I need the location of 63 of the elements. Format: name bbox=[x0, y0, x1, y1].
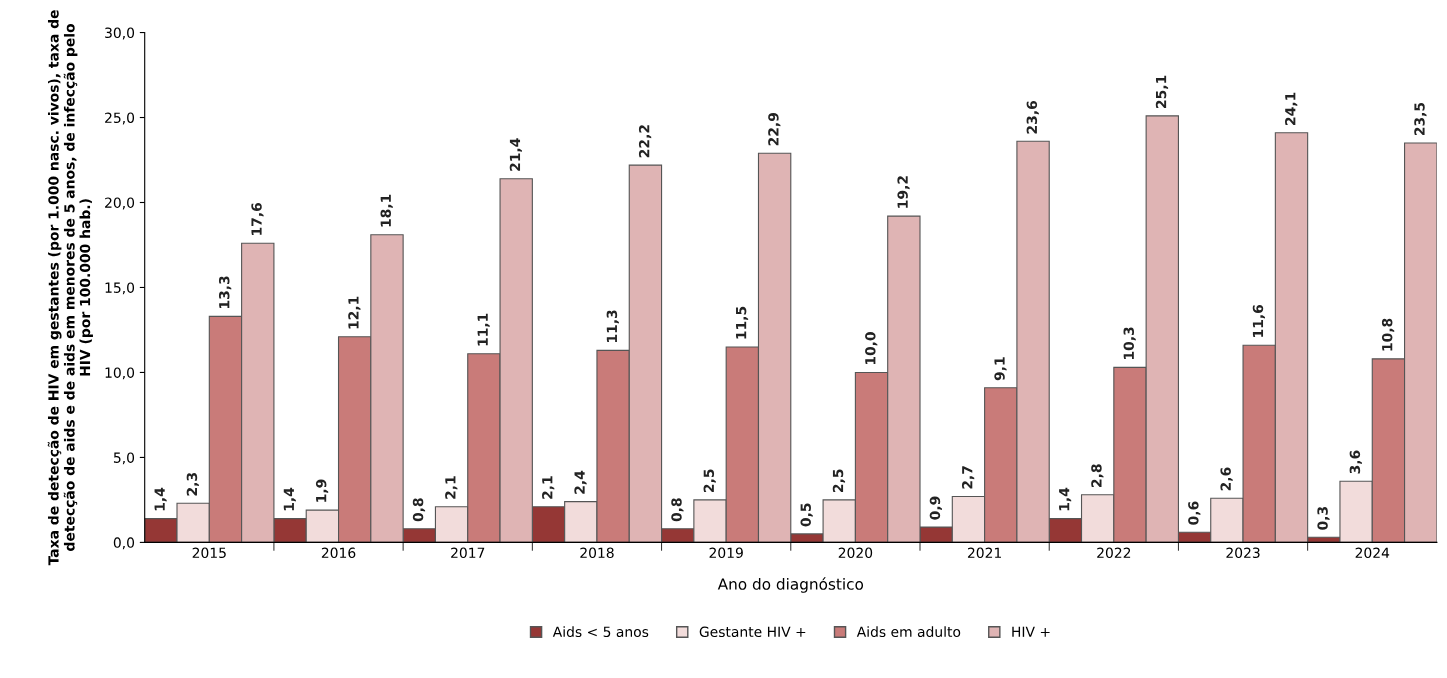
y-tick-label: 20,0 bbox=[105, 197, 135, 210]
x-tick-label: 2020 bbox=[838, 547, 873, 559]
x-tick-label: 2015 bbox=[192, 547, 226, 559]
data-label: 0,8 bbox=[671, 498, 684, 522]
data-label: 1,4 bbox=[283, 487, 296, 511]
y-tick-label: 30,0 bbox=[105, 27, 135, 40]
data-label: 0,9 bbox=[929, 496, 942, 520]
y-tick-label: 0,0 bbox=[113, 537, 135, 550]
x-tick-label: 2024 bbox=[1355, 547, 1390, 559]
data-label: 10,0 bbox=[865, 332, 878, 365]
data-label: 2,4 bbox=[574, 470, 587, 494]
data-label: 12,1 bbox=[348, 296, 361, 329]
data-label: 2,5 bbox=[703, 469, 716, 493]
x-tick-label: 2023 bbox=[1226, 547, 1260, 559]
data-label: 2,3 bbox=[186, 473, 199, 496]
data-label: 1,9 bbox=[315, 479, 329, 502]
x-tick-label: 2018 bbox=[580, 547, 614, 559]
legend-label: Aids em adulto bbox=[856, 626, 961, 638]
data-label: 2,5 bbox=[832, 469, 846, 493]
data-label: 13,3 bbox=[218, 276, 232, 308]
data-label: 1,4 bbox=[154, 487, 167, 511]
data-label: 2,1 bbox=[445, 476, 458, 499]
y-tick-label: 25,0 bbox=[105, 112, 135, 125]
y-tick-label: 10,0 bbox=[105, 367, 135, 380]
x-tick-label: 2019 bbox=[709, 547, 743, 559]
data-label: 2,8 bbox=[1091, 464, 1104, 487]
x-tick-label: 2017 bbox=[451, 547, 485, 559]
x-tick-label: 2021 bbox=[967, 547, 1001, 559]
y-axis-title: Taxa de detecção de HIV em gestantes (por 1.000 nasc. vivos), taxa de detecção de aids e de aids em menores de 5 anos, de infecção pelo HIV (por 100.000 hab.) bbox=[47, 10, 93, 566]
data-label: 25,1 bbox=[1155, 75, 1169, 108]
data-label: 11,3 bbox=[606, 310, 619, 342]
data-label: 10,8 bbox=[1381, 318, 1395, 351]
data-label: 23,6 bbox=[1026, 100, 1039, 134]
data-label: 17,6 bbox=[251, 202, 264, 235]
data-label: 0,8 bbox=[412, 498, 426, 522]
legend-label: Gestante HIV + bbox=[699, 626, 806, 638]
y-tick-label: 15,0 bbox=[105, 282, 135, 295]
data-label: 10,3 bbox=[1123, 327, 1136, 359]
data-label: 0,3 bbox=[1317, 507, 1330, 530]
legend-label: Aids < 5 anos bbox=[552, 626, 649, 638]
data-label: 2,7 bbox=[961, 466, 975, 489]
data-label: 11,6 bbox=[1252, 304, 1265, 337]
data-label: 19,2 bbox=[897, 176, 910, 208]
data-label: 9,1 bbox=[994, 357, 1007, 381]
data-label: 22,2 bbox=[638, 125, 652, 158]
data-label: 21,4 bbox=[509, 138, 522, 171]
data-label: 24,1 bbox=[1285, 92, 1298, 125]
data-label: 0,6 bbox=[1188, 501, 1201, 525]
data-label: 2,1 bbox=[542, 476, 555, 499]
y-tick-label: 5,0 bbox=[113, 452, 135, 465]
data-label: 18,1 bbox=[380, 194, 393, 227]
data-label: 11,1 bbox=[477, 313, 490, 346]
data-label: 22,9 bbox=[768, 113, 781, 146]
data-label: 3,6 bbox=[1349, 450, 1362, 474]
data-label: 23,5 bbox=[1414, 102, 1427, 136]
x-tick-label: 2022 bbox=[1097, 547, 1131, 559]
x-tick-label: 2016 bbox=[321, 547, 356, 559]
data-label: 0,5 bbox=[800, 503, 813, 527]
data-label: 2,6 bbox=[1220, 467, 1233, 491]
data-label: 11,5 bbox=[736, 306, 749, 339]
legend-label: HIV + bbox=[1012, 626, 1050, 637]
data-label: 1,4 bbox=[1059, 487, 1072, 511]
x-axis-title: Ano do diagnóstico bbox=[717, 577, 864, 593]
